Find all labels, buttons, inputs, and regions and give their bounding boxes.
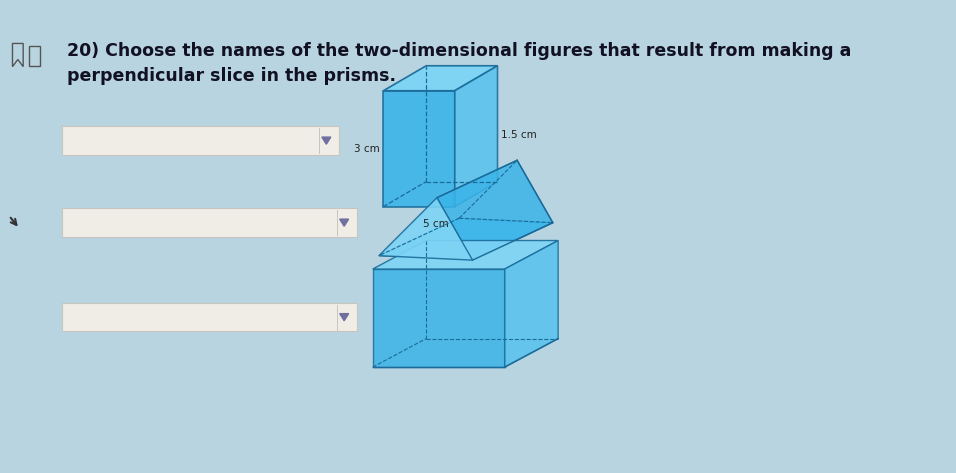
Polygon shape [437,160,553,260]
Polygon shape [322,137,331,144]
FancyBboxPatch shape [62,209,357,237]
Bar [29,46,40,66]
Polygon shape [373,240,558,269]
Polygon shape [383,66,497,91]
Polygon shape [379,218,553,260]
Text: 1.5 cm: 1.5 cm [501,130,537,140]
Polygon shape [455,66,497,207]
FancyBboxPatch shape [62,126,338,155]
Text: 5 cm: 5 cm [424,219,449,229]
Polygon shape [373,269,505,367]
Polygon shape [379,198,472,260]
Text: 20) Choose the names of the two-dimensional figures that result from making a: 20) Choose the names of the two-dimensio… [67,42,851,60]
Polygon shape [505,240,558,367]
Polygon shape [383,91,455,207]
Polygon shape [339,219,349,226]
Text: 3 cm: 3 cm [354,144,380,154]
Polygon shape [339,314,349,321]
FancyBboxPatch shape [62,303,357,332]
Text: perpendicular slice in the prisms.: perpendicular slice in the prisms. [67,67,396,85]
